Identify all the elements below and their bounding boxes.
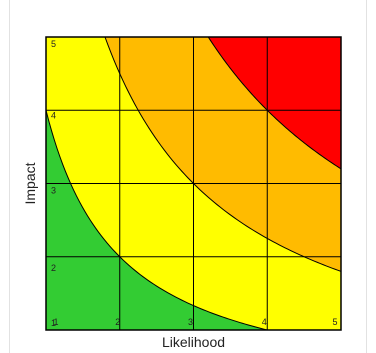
boundary-curve-16 (207, 36, 342, 170)
y-tick-labels: 1 2 3 4 5 (51, 39, 56, 328)
x-tick-4: 4 (262, 317, 267, 327)
y-tick-5: 5 (51, 39, 56, 49)
boundary-curve-4 (45, 110, 268, 331)
x-axis-label: Likelihood (162, 334, 225, 350)
y-tick-1: 1 (51, 318, 56, 328)
y-axis-label: Impact (22, 162, 38, 204)
x-tick-labels: 1 2 3 4 5 (53, 317, 337, 327)
x-tick-2: 2 (115, 317, 120, 327)
y-tick-4: 4 (51, 110, 56, 120)
plot-border (45, 36, 342, 331)
y-tick-2: 2 (51, 263, 56, 273)
y-tick-3: 3 (51, 186, 56, 196)
boundary-curve-9 (104, 36, 342, 272)
x-tick-3: 3 (188, 317, 193, 327)
right-border-rule (366, 0, 367, 353)
x-tick-5: 5 (332, 317, 337, 327)
zone-boundaries (45, 36, 342, 331)
x-tick-1: 1 (53, 317, 58, 327)
left-border-rule (9, 0, 10, 353)
